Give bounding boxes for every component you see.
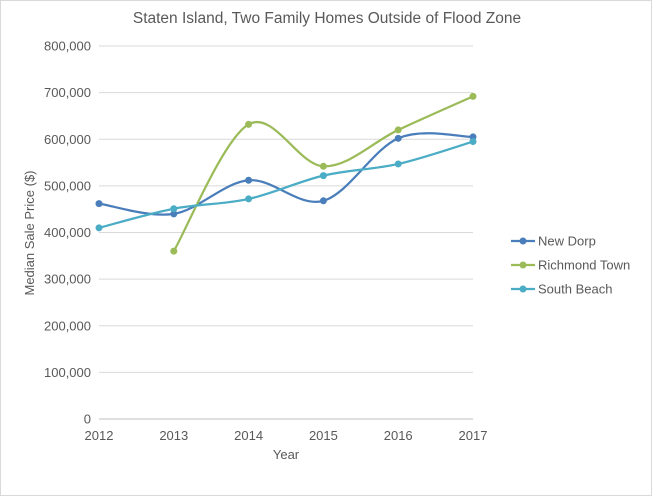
x-tick-labels: 2012 2013 2014 2015 2016 2017 bbox=[85, 428, 488, 443]
x-tick-label: 2015 bbox=[309, 428, 338, 443]
legend-label: New Dorp bbox=[538, 234, 596, 249]
x-tick-label: 2014 bbox=[234, 428, 263, 443]
data-point-new-dorp bbox=[245, 176, 253, 184]
y-axis-label: Median Sale Price ($) bbox=[22, 171, 37, 296]
series-lines bbox=[97, 95, 475, 253]
x-tick-label: 2012 bbox=[85, 428, 114, 443]
legend: New Dorp Richmond Town South Beach bbox=[511, 234, 630, 297]
legend-label: Richmond Town bbox=[538, 258, 630, 273]
data-point-south-beach bbox=[95, 224, 103, 232]
data-point-richmond-town bbox=[245, 120, 253, 128]
data-point-new-dorp bbox=[95, 200, 103, 208]
legend-item-richmond-town: Richmond Town bbox=[511, 258, 630, 273]
data-point-new-dorp bbox=[170, 210, 178, 218]
gridlines bbox=[99, 45, 473, 373]
data-point-richmond-town bbox=[319, 162, 327, 170]
series-line-south-beach bbox=[97, 140, 475, 229]
y-tick-labels: 0 100,000 200,000 300,000 400,000 500,000 600,… bbox=[44, 39, 91, 427]
data-point-richmond-town bbox=[394, 126, 402, 134]
x-tick-label: 2016 bbox=[384, 428, 413, 443]
data-point-south-beach bbox=[469, 138, 477, 146]
x-tick-label: 2013 bbox=[159, 428, 188, 443]
legend-swatch-marker bbox=[519, 261, 527, 269]
data-point-south-beach bbox=[170, 205, 178, 213]
data-point-south-beach bbox=[319, 172, 327, 180]
series-points bbox=[95, 92, 477, 255]
series-line-new-dorp bbox=[97, 132, 475, 216]
data-point-south-beach bbox=[245, 195, 253, 203]
chart-title: Staten Island, Two Family Homes Outside … bbox=[132, 10, 522, 27]
y-tick-label: 400,000 bbox=[44, 225, 91, 240]
y-tick-label: 0 bbox=[84, 412, 91, 427]
y-tick-label: 100,000 bbox=[44, 365, 91, 380]
data-point-new-dorp bbox=[319, 197, 327, 205]
y-tick-label: 800,000 bbox=[44, 39, 91, 54]
x-axis-label: Year bbox=[273, 447, 300, 462]
y-tick-label: 300,000 bbox=[44, 272, 91, 287]
legend-swatch-marker bbox=[519, 285, 527, 293]
y-tick-label: 500,000 bbox=[44, 178, 91, 193]
y-tick-label: 700,000 bbox=[44, 85, 91, 100]
legend-item-south-beach: South Beach bbox=[511, 282, 612, 297]
data-point-south-beach bbox=[394, 160, 402, 168]
y-tick-label: 600,000 bbox=[44, 132, 91, 147]
data-point-richmond-town bbox=[469, 92, 477, 100]
x-tick-label: 2017 bbox=[459, 428, 488, 443]
legend-swatch-marker bbox=[519, 237, 527, 245]
y-tick-label: 200,000 bbox=[44, 318, 91, 333]
legend-item-new-dorp: New Dorp bbox=[511, 234, 596, 249]
series-line-richmond-town bbox=[172, 95, 475, 253]
data-point-new-dorp bbox=[394, 134, 402, 142]
data-point-richmond-town bbox=[170, 247, 178, 255]
legend-label: South Beach bbox=[538, 282, 612, 297]
